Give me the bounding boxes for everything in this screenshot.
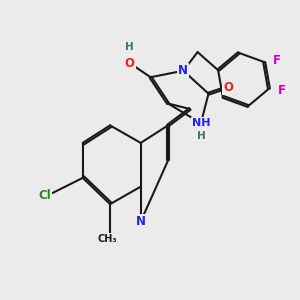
Text: N: N — [136, 215, 146, 228]
Text: O: O — [125, 56, 135, 70]
Text: H: H — [197, 131, 206, 141]
Text: F: F — [273, 54, 281, 67]
Text: F: F — [278, 84, 286, 97]
Text: CH₃: CH₃ — [98, 234, 117, 244]
Text: H: H — [125, 42, 134, 52]
Text: N: N — [178, 64, 188, 77]
Text: Cl: Cl — [38, 189, 51, 202]
Text: NH: NH — [192, 118, 210, 128]
Text: O: O — [223, 81, 233, 94]
